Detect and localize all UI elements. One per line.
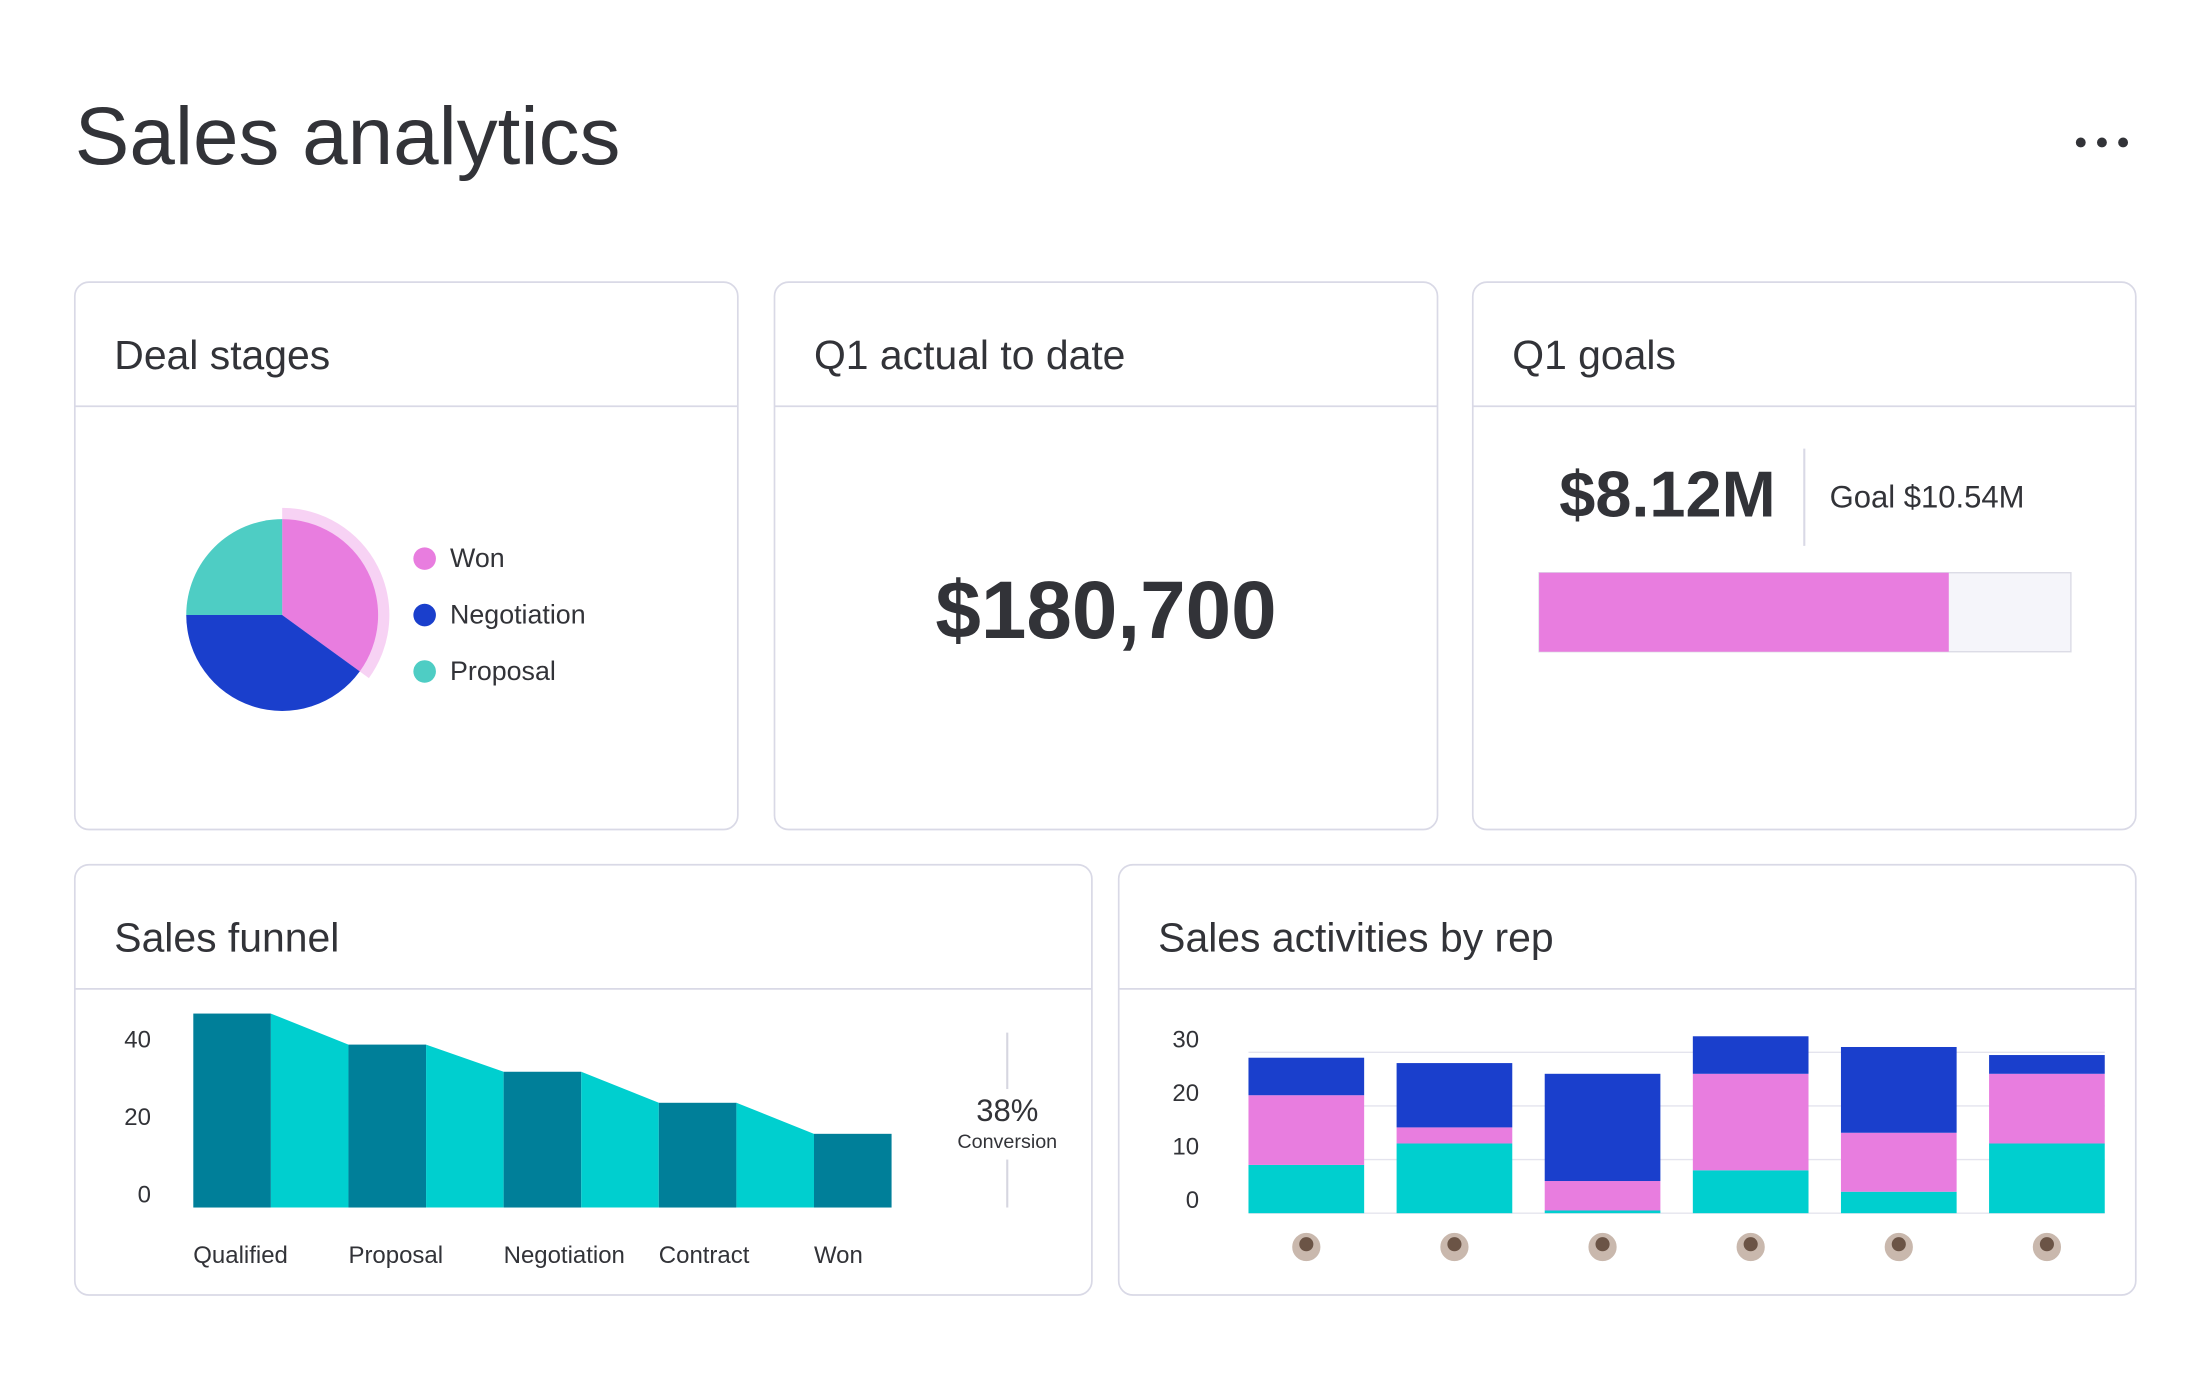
y-tick-label: 0 bbox=[138, 1182, 151, 1209]
x-tick-label: Negotiation bbox=[504, 1242, 625, 1269]
bar-segment bbox=[1840, 1132, 1957, 1192]
bar-segment bbox=[1989, 1143, 2105, 1214]
x-tick-label: Won bbox=[814, 1242, 863, 1269]
dot bbox=[2118, 137, 2129, 148]
bar-segment bbox=[1544, 1073, 1661, 1182]
bar-segment bbox=[1840, 1191, 1957, 1214]
conversion-caption: Conversion bbox=[957, 1131, 1057, 1153]
dot bbox=[2075, 137, 2086, 148]
bar-segment bbox=[1396, 1063, 1513, 1128]
x-tick-label: Qualified bbox=[193, 1242, 288, 1269]
bar-segment bbox=[1840, 1046, 1957, 1133]
pie-slice bbox=[282, 519, 379, 672]
y-tick-label: 30 bbox=[1172, 1026, 1199, 1053]
rep-avatar-face bbox=[1595, 1237, 1610, 1252]
pie-slice bbox=[186, 615, 360, 711]
goal-label: Goal $10.54M bbox=[1830, 480, 2025, 515]
y-tick-label: 0 bbox=[1186, 1187, 1199, 1214]
card-title: Sales activities by rep bbox=[1158, 915, 1553, 961]
legend-swatch bbox=[413, 660, 436, 683]
bar-segment bbox=[1396, 1143, 1513, 1214]
funnel-stage bbox=[503, 1071, 582, 1208]
rep-avatar-face bbox=[1299, 1237, 1314, 1252]
legend-label: Proposal bbox=[450, 656, 556, 686]
funnel-connector bbox=[581, 1071, 659, 1208]
rep-avatar-face bbox=[2039, 1237, 2054, 1252]
bar-segment bbox=[1692, 1073, 1809, 1171]
card bbox=[1471, 281, 2137, 831]
rep-avatar-face bbox=[1447, 1237, 1462, 1252]
funnel-connector bbox=[736, 1102, 814, 1208]
bar-segment bbox=[1989, 1055, 2105, 1074]
bar-segment bbox=[1692, 1036, 1809, 1074]
y-tick-label: 20 bbox=[1172, 1080, 1199, 1107]
bar-segment bbox=[1989, 1073, 2105, 1144]
legend-swatch bbox=[413, 547, 436, 570]
card-title: Q1 actual to date bbox=[814, 332, 1125, 378]
legend-label: Won bbox=[450, 543, 505, 573]
conversion-bg bbox=[948, 1089, 1067, 1160]
more-menu[interactable] bbox=[2075, 137, 2129, 148]
legend-label: Negotiation bbox=[450, 600, 586, 630]
funnel-stage bbox=[658, 1102, 737, 1208]
conversion-value: 38% bbox=[976, 1093, 1038, 1128]
bar-segment bbox=[1692, 1170, 1809, 1214]
funnel-stage bbox=[813, 1133, 892, 1208]
goal-progress bbox=[1539, 572, 1949, 652]
kpi-value: $180,700 bbox=[935, 565, 1276, 656]
bar-segment bbox=[1248, 1164, 1365, 1214]
funnel-connector bbox=[270, 1013, 349, 1208]
y-tick-label: 10 bbox=[1172, 1134, 1199, 1161]
x-tick-label: Contract bbox=[659, 1242, 750, 1269]
rep-avatar-face bbox=[1891, 1237, 1906, 1252]
actual-value: $8.12M bbox=[1559, 458, 1775, 531]
funnel-stage bbox=[193, 1013, 271, 1208]
bar-segment bbox=[1248, 1057, 1365, 1096]
x-tick-label: Proposal bbox=[348, 1242, 443, 1269]
rep-avatar-face bbox=[1743, 1237, 1758, 1252]
y-tick-label: 20 bbox=[124, 1104, 151, 1131]
y-tick-label: 40 bbox=[124, 1026, 151, 1053]
bar-segment bbox=[1544, 1210, 1661, 1214]
bar-segment bbox=[1544, 1181, 1661, 1211]
card-title: Q1 goals bbox=[1512, 332, 1676, 378]
legend-swatch bbox=[413, 603, 436, 627]
card bbox=[773, 281, 1439, 831]
page-title: Sales analytics bbox=[75, 91, 621, 182]
bar-segment bbox=[1396, 1127, 1513, 1144]
card-title: Sales funnel bbox=[114, 915, 339, 961]
funnel-connector bbox=[426, 1044, 504, 1208]
dot bbox=[2096, 137, 2107, 148]
bar-segment bbox=[1248, 1095, 1365, 1165]
card-title: Deal stages bbox=[114, 332, 330, 378]
funnel-stage bbox=[348, 1044, 427, 1208]
pie-slice bbox=[186, 519, 283, 616]
